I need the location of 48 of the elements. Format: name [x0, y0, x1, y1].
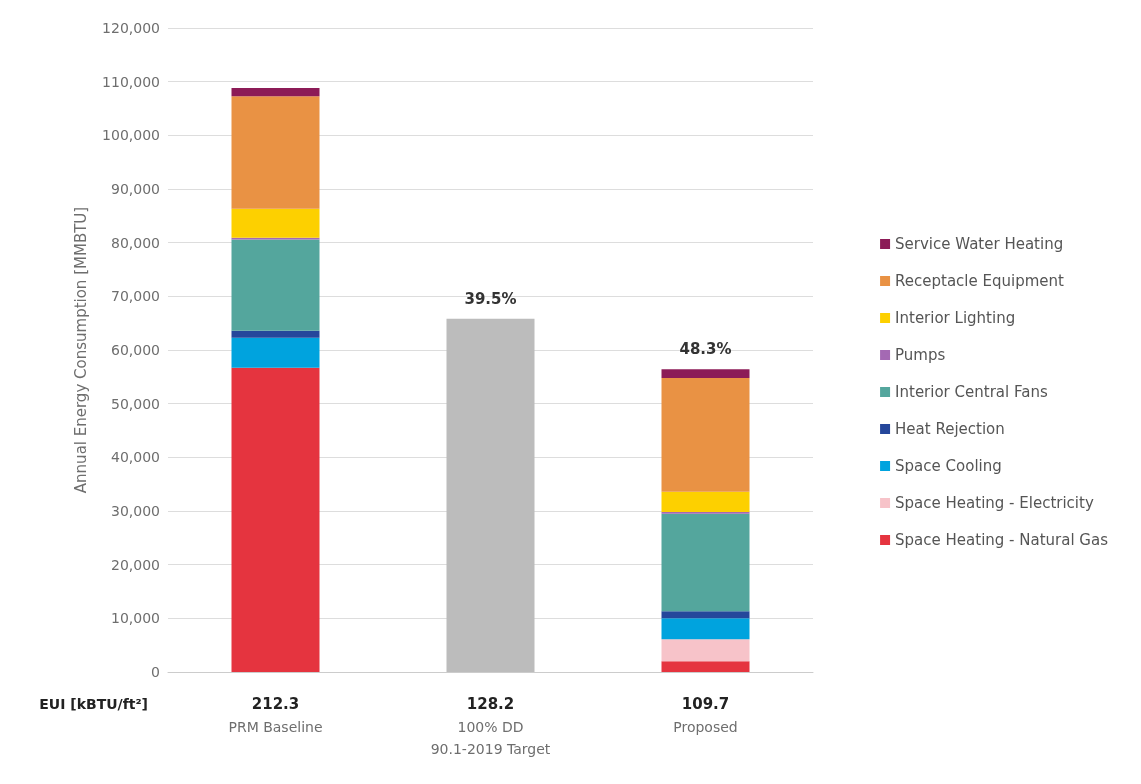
legend-label: Space Heating - Electricity — [895, 494, 1094, 512]
y-tick-label: 40,000 — [111, 449, 160, 466]
bar — [661, 611, 750, 619]
bar — [661, 639, 750, 662]
bar — [231, 208, 320, 238]
text: 128.2 — [466, 695, 515, 713]
legend-label: Space Cooling — [895, 457, 1002, 475]
bar — [446, 318, 535, 672]
y-tick-label: 0 — [151, 664, 160, 680]
bar — [231, 239, 320, 331]
bar — [661, 369, 750, 378]
legend-label: Heat Rejection — [895, 420, 1005, 438]
y-tick-label: 80,000 — [111, 234, 160, 251]
y-axis-title: Annual Energy Consumption [MMBTU] — [71, 206, 90, 494]
text: 109.7 — [681, 695, 730, 713]
legend-label: Space Heating - Natural Gas — [895, 531, 1109, 549]
bar — [661, 618, 750, 640]
y-tick-label: 10,000 — [111, 610, 160, 627]
bar — [231, 88, 320, 97]
y-tick-label: 100,000 — [102, 127, 160, 144]
y-tick-label: 20,000 — [111, 556, 160, 573]
x-tick-label: 100% DD 90.1-2019 Target — [430, 719, 551, 757]
bar — [231, 337, 320, 368]
text: EUI [kBTU/ft²] — [39, 696, 148, 712]
y-tick-label: 30,000 — [111, 503, 160, 519]
legend-label: Service Water Heating — [895, 235, 1064, 253]
bar — [661, 661, 750, 672]
y-tick-label: 70,000 — [111, 288, 160, 305]
x-tick-label: Proposed — [673, 719, 738, 735]
bar — [661, 491, 750, 513]
text: 212.3 — [251, 695, 300, 713]
legend-label: Receptacle Equipment — [895, 272, 1065, 290]
x-tick-label: PRM Baseline — [228, 719, 323, 735]
bar — [661, 513, 750, 612]
bar — [231, 330, 320, 338]
y-tick-label: 50,000 — [111, 395, 160, 412]
legend-label: Interior Lighting — [895, 309, 1016, 327]
annotation: 48.3% — [679, 339, 732, 358]
legend-label: Interior Central Fans — [895, 383, 1048, 401]
y-tick-label: 110,000 — [102, 73, 160, 90]
bar — [231, 367, 320, 672]
bar — [231, 96, 320, 209]
y-tick-label: 120,000 — [102, 20, 160, 36]
annotation: 39.5% — [464, 290, 517, 309]
y-tick-label: 90,000 — [111, 181, 160, 197]
legend-label: Pumps — [895, 346, 946, 364]
bar — [661, 377, 750, 492]
y-tick-label: 60,000 — [111, 342, 160, 358]
